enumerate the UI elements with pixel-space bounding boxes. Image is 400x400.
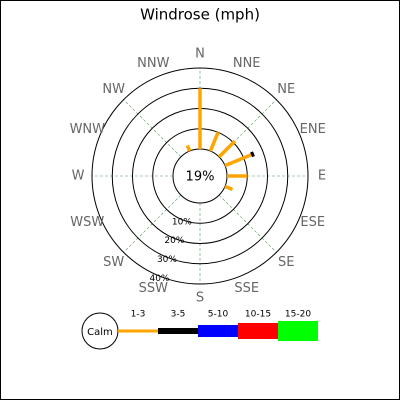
- direction-label: E: [318, 169, 326, 184]
- direction-label: W: [72, 169, 85, 184]
- direction-label: N: [195, 47, 205, 62]
- direction-label: WSW: [70, 215, 104, 230]
- legend-swatch: [278, 321, 318, 341]
- chart-title: Windrose (mph): [140, 6, 260, 24]
- direction-label: NNW: [137, 56, 169, 71]
- r-tick-label: 40%: [149, 274, 169, 284]
- direction-label: WNW: [70, 122, 106, 137]
- direction-label: ESE: [300, 215, 325, 230]
- calm-label: 19%: [186, 170, 215, 185]
- wind-bar: [217, 139, 237, 159]
- legend-label: 1-3: [131, 310, 146, 320]
- wind-bar: [224, 184, 234, 192]
- legend-swatch: [118, 329, 158, 333]
- direction-label: S: [196, 291, 204, 306]
- r-tick-label: 20%: [164, 236, 184, 246]
- legend-label: 3-5: [171, 310, 186, 320]
- direction-label: NE: [277, 82, 295, 97]
- legend-swatch: [158, 328, 198, 334]
- direction-label: NW: [102, 82, 125, 97]
- legend-swatch: [238, 323, 278, 339]
- direction-label: SE: [278, 255, 294, 270]
- r-tick-label: 10%: [172, 217, 192, 227]
- direction-label: SSW: [139, 281, 169, 296]
- direction-label: ENE: [300, 122, 326, 137]
- legend-swatch: [198, 325, 238, 337]
- direction-label: SSE: [234, 281, 259, 296]
- direction-label: NNE: [233, 56, 261, 71]
- wind-bar: [224, 153, 252, 168]
- legend-label: 10-15: [245, 310, 271, 320]
- wind-bar: [185, 144, 192, 152]
- wind-bar: [250, 151, 255, 158]
- legend-label: 15-20: [285, 310, 311, 320]
- grid-ring: [91, 67, 309, 285]
- r-tick-label: 30%: [157, 255, 177, 265]
- wind-bar: [208, 131, 220, 152]
- direction-label: SW: [103, 255, 124, 270]
- legend-label: 5-10: [208, 310, 229, 320]
- legend-calm-label: Calm: [87, 327, 113, 338]
